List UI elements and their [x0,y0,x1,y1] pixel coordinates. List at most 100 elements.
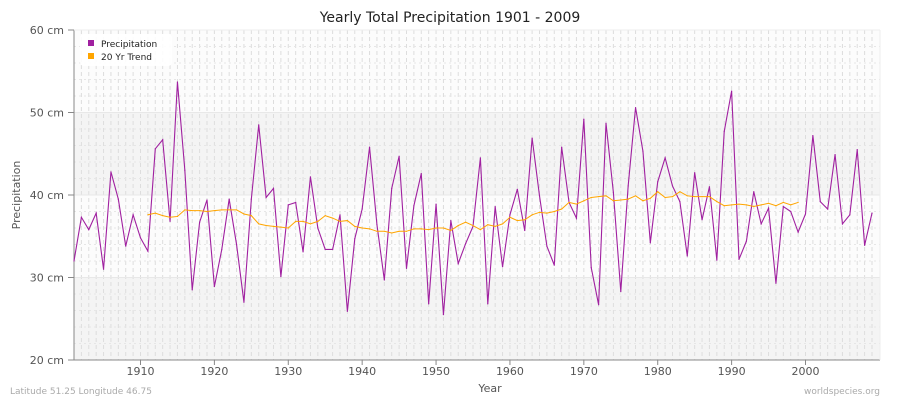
precipitation-point-1974 [612,191,614,194]
trend-point-1935 [324,215,326,217]
precipitation-point-2009 [871,212,873,214]
trend-point-1937 [339,220,341,222]
precipitation-point-1916 [184,169,186,171]
x-tick-label: 1960 [496,365,524,378]
precipitation-point-2002 [819,201,821,203]
trend-point-1982 [671,196,674,198]
precipitation-point-1995 [767,207,770,209]
trend-point-1967 [561,208,563,210]
source-label[interactable]: worldspecies.org [804,387,880,397]
background-band [74,112,880,195]
precipitation-point-1901 [73,260,75,262]
trend-point-1944 [391,232,393,234]
precipitation-point-1933 [309,176,312,178]
precipitation-point-1980 [657,181,659,183]
precipitation-point-1957 [487,303,489,305]
trend-point-1980 [657,191,659,193]
trend-point-1927 [265,224,267,227]
precipitation-point-1984 [686,255,688,257]
precipitation-point-2008 [864,244,866,246]
precipitation-point-1989 [723,130,725,133]
trend-point-1979 [649,197,651,199]
precipitation-point-1970 [583,118,585,120]
trend-point-1955 [472,224,474,227]
x-tick-label: 1950 [422,365,450,378]
precipitation-point-2004 [834,153,836,156]
trend-point-1962 [524,219,526,221]
precipitation-point-1920 [213,285,215,288]
trend-point-1920 [213,210,215,212]
precipitation-point-1915 [176,81,179,83]
precipitation-point-1938 [346,310,348,312]
precipitation-point-1905 [102,268,105,270]
trend-point-1981 [664,196,666,199]
trend-point-1970 [583,200,585,202]
precipitation-point-1998 [790,210,792,213]
precipitation-point-1917 [191,289,193,291]
precipitation-point-1945 [398,155,400,157]
precipitation-point-1931 [295,201,297,204]
precipitation-point-1961 [516,188,518,190]
precipitation-point-1952 [450,219,452,222]
precipitation-point-1908 [125,245,127,247]
trend-point-1949 [428,229,430,231]
x-tick-label: 1970 [570,365,598,378]
x-tick-label: 1940 [348,365,376,378]
trend-point-1943 [383,230,385,232]
trend-point-1953 [457,224,459,227]
trend-point-1961 [516,219,518,222]
precipitation-point-1971 [590,267,592,269]
trend-point-1913 [162,215,164,217]
precipitation-point-2007 [856,149,858,151]
x-tick-label: 1980 [644,365,672,378]
precipitation-point-1903 [88,229,90,231]
precipitation-point-1907 [117,198,119,200]
trend-point-1940 [361,227,363,229]
precipitation-point-1977 [634,106,637,109]
trend-point-1942 [376,230,378,232]
trend-point-1933 [309,223,312,225]
trend-point-1954 [465,221,467,223]
trend-point-1914 [169,216,171,218]
precipitation-point-2005 [841,223,844,225]
precipitation-point-1925 [250,198,252,200]
precipitation-point-1904 [95,212,97,214]
y-axis-label: Precipitation [10,161,23,230]
legend-label-precipitation: Precipitation [101,40,157,50]
trend-point-1960 [509,216,511,218]
trend-point-1971 [590,196,592,199]
precipitation-point-1914 [169,220,171,222]
precipitation-point-1994 [760,223,762,225]
trend-point-1985 [694,196,696,198]
trend-point-1964 [538,211,541,213]
precipitation-point-1963 [531,137,533,139]
trend-point-1952 [450,229,452,232]
trend-point-1994 [760,204,762,206]
precipitation-point-1934 [317,227,319,229]
trend-point-1996 [775,205,777,207]
trend-point-1988 [716,201,718,203]
precipitation-point-1973 [605,122,607,124]
background-band [74,277,880,360]
precipitation-point-1942 [376,224,378,226]
trend-point-1917 [191,210,193,212]
trend-point-1992 [745,204,747,206]
trend-point-1951 [442,227,445,229]
trend-point-1930 [287,227,289,229]
precipitation-point-1927 [265,196,267,199]
trend-point-1939 [354,225,356,227]
precipitation-point-1930 [287,204,289,206]
chart-title: Yearly Total Precipitation 1901 - 2009 [319,10,581,26]
trend-point-1912 [154,212,156,214]
precipitation-point-1940 [361,208,363,210]
precipitation-point-1958 [494,205,496,208]
trend-point-1922 [228,209,230,211]
trend-point-1966 [553,210,555,213]
trend-point-1959 [501,223,504,225]
trend-point-1989 [723,205,725,207]
precipitation-point-1946 [405,267,408,270]
precipitation-point-1975 [620,290,622,293]
precipitation-point-1912 [154,148,156,150]
trend-point-1919 [206,210,208,213]
